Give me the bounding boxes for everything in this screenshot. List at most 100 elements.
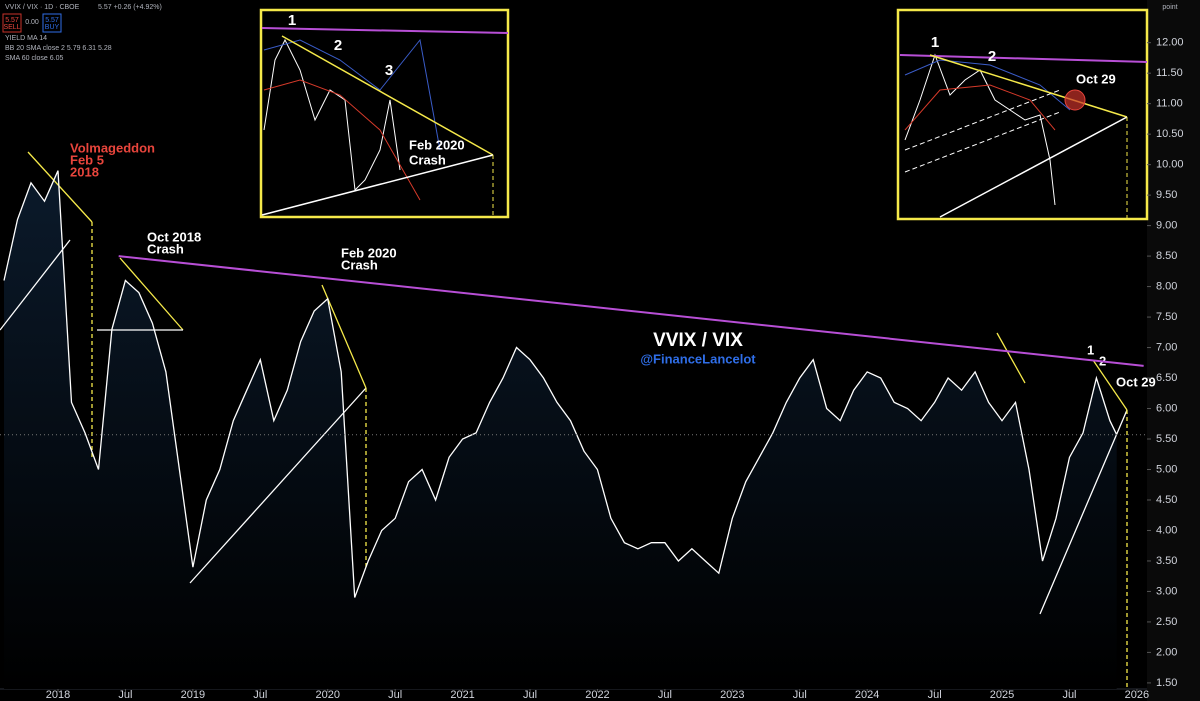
y-tick-label: 3.00 (1156, 585, 1177, 597)
x-tick-label: 2023 (720, 689, 744, 701)
inset-yellow-trend (281, 35, 494, 156)
chart-subtitle: @FinanceLancelot (640, 351, 756, 366)
y-tick-label: 7.00 (1156, 341, 1177, 353)
inset-channel (904, 111, 1061, 173)
trendline (118, 255, 1144, 367)
indicator: BB 20 SMA close 2 5.79 6.31 5.28 (5, 45, 112, 52)
indicator: YIELD MA 14 (5, 35, 47, 42)
x-tick-label: Jul (523, 689, 537, 701)
x-tick-label: Jul (658, 689, 672, 701)
white-trend (189, 387, 367, 584)
inset-band (263, 38, 441, 151)
inset-label: 2 (334, 37, 342, 54)
inset-label: 1 (288, 12, 296, 29)
annotation: Volmageddon (70, 140, 155, 155)
x-tick-label: Jul (253, 689, 267, 701)
y-tick-label: 5.00 (1156, 463, 1177, 475)
annotation: Crash (341, 257, 378, 272)
x-tick-label: Jul (118, 689, 132, 701)
y-tick-label: 7.50 (1156, 311, 1177, 323)
scale-mode[interactable]: point (1162, 4, 1177, 11)
yellow-trend (996, 332, 1026, 384)
y-tick-label: 9.50 (1156, 189, 1177, 201)
x-tick-label: 2020 (315, 689, 339, 701)
x-tick-label: 2026 (1125, 689, 1149, 701)
spread: 0.00 (25, 19, 39, 26)
inset-label: 3 (385, 62, 393, 79)
annotation: 2018 (70, 164, 99, 179)
x-tick-label: 2024 (855, 689, 879, 701)
y-tick-label: 6.50 (1156, 372, 1177, 384)
y-tick-label: 11.00 (1156, 98, 1183, 110)
y-tick-label: 4.50 (1156, 494, 1177, 506)
annotation: Feb 2020 (341, 245, 397, 260)
y-tick-label: 5.50 (1156, 433, 1177, 445)
inset-ma (904, 84, 1056, 131)
sell-label: SELL (3, 24, 20, 31)
inset-purple-trend (899, 54, 1148, 63)
inset-purple-trend (261, 27, 509, 34)
y-tick-label: 8.50 (1156, 250, 1177, 262)
annotation: Feb 5 (70, 152, 104, 167)
annotation: Crash (147, 241, 184, 256)
x-tick-label: Jul (1062, 689, 1076, 701)
y-tick-label: 11.50 (1156, 67, 1183, 79)
white-trend (0, 239, 71, 331)
inset-yellow-trend (929, 54, 1128, 118)
inset-ma (263, 79, 421, 201)
x-tick-label: 2025 (990, 689, 1014, 701)
inset-channel (904, 89, 1061, 151)
x-tick-label: Jul (793, 689, 807, 701)
symbol: VVIX / VIX · 1D · CBOE (5, 4, 80, 11)
yellow-trend (27, 151, 93, 223)
quote: 5.57 +0.26 (+4.92%) (98, 4, 162, 11)
annotation: Oct 2018 (147, 229, 201, 244)
inset-white-trend (939, 116, 1128, 218)
x-tick-label: 2022 (585, 689, 609, 701)
y-tick-label: 4.00 (1156, 524, 1177, 536)
inset-note: Crash (409, 152, 446, 167)
x-tick-label: Jul (388, 689, 402, 701)
buy-label: BUY (45, 24, 60, 31)
yellow-trend (1092, 359, 1128, 411)
yellow-trend (119, 257, 184, 331)
y-tick-label: 2.00 (1156, 646, 1177, 658)
inset: 1 2 3 Feb 2020 Crash (259, 8, 510, 219)
inset-frame (896, 8, 1149, 221)
inset-price (263, 38, 401, 192)
y-tick-label: 10.50 (1156, 128, 1184, 140)
annotation: Oct 29 (1116, 374, 1156, 389)
yellow-trend (321, 284, 367, 389)
white-trend (1039, 409, 1128, 615)
indicator: SMA 60 close 6.05 (5, 55, 63, 62)
sell-button[interactable] (2, 13, 22, 33)
area-layer (4, 170, 1117, 689)
inset-label: 2 (988, 48, 996, 65)
buy-button[interactable] (42, 13, 62, 33)
y-tick-label: 1.50 (1156, 677, 1177, 689)
annotation: 1 (1087, 342, 1094, 357)
y-tick-label: 8.00 (1156, 280, 1177, 292)
x-tick-label: Jul (928, 689, 942, 701)
inset: 1 2 Oct 29 (896, 8, 1149, 221)
inset-note: Oct 29 (1076, 71, 1116, 86)
x-tick-label: 2019 (181, 689, 205, 701)
price-line (3, 170, 1118, 598)
inset-label: 1 (931, 34, 939, 51)
chart-title: VVIX / VIX (653, 330, 743, 351)
inset-marker (1064, 89, 1086, 111)
inset-white-trend (261, 154, 494, 216)
y-tick-label: 2.50 (1156, 616, 1177, 628)
x-tick-label: 2021 (450, 689, 474, 701)
y-tick-label: 6.00 (1156, 402, 1177, 414)
y-tick-label: 12.00 (1156, 37, 1184, 49)
area (4, 170, 1117, 689)
header: VVIX / VIX · 1D · CBOE 5.57 +0.26 (+4.92… (2, 4, 1178, 62)
y-tick-label: 10.00 (1156, 159, 1184, 171)
inset-note: Feb 2020 (409, 137, 465, 152)
sell-price: 5.57 (5, 17, 19, 24)
y-axis-panel (1147, 0, 1200, 701)
y-tick-label: 9.00 (1156, 220, 1177, 232)
buy-price: 5.57 (45, 17, 59, 24)
